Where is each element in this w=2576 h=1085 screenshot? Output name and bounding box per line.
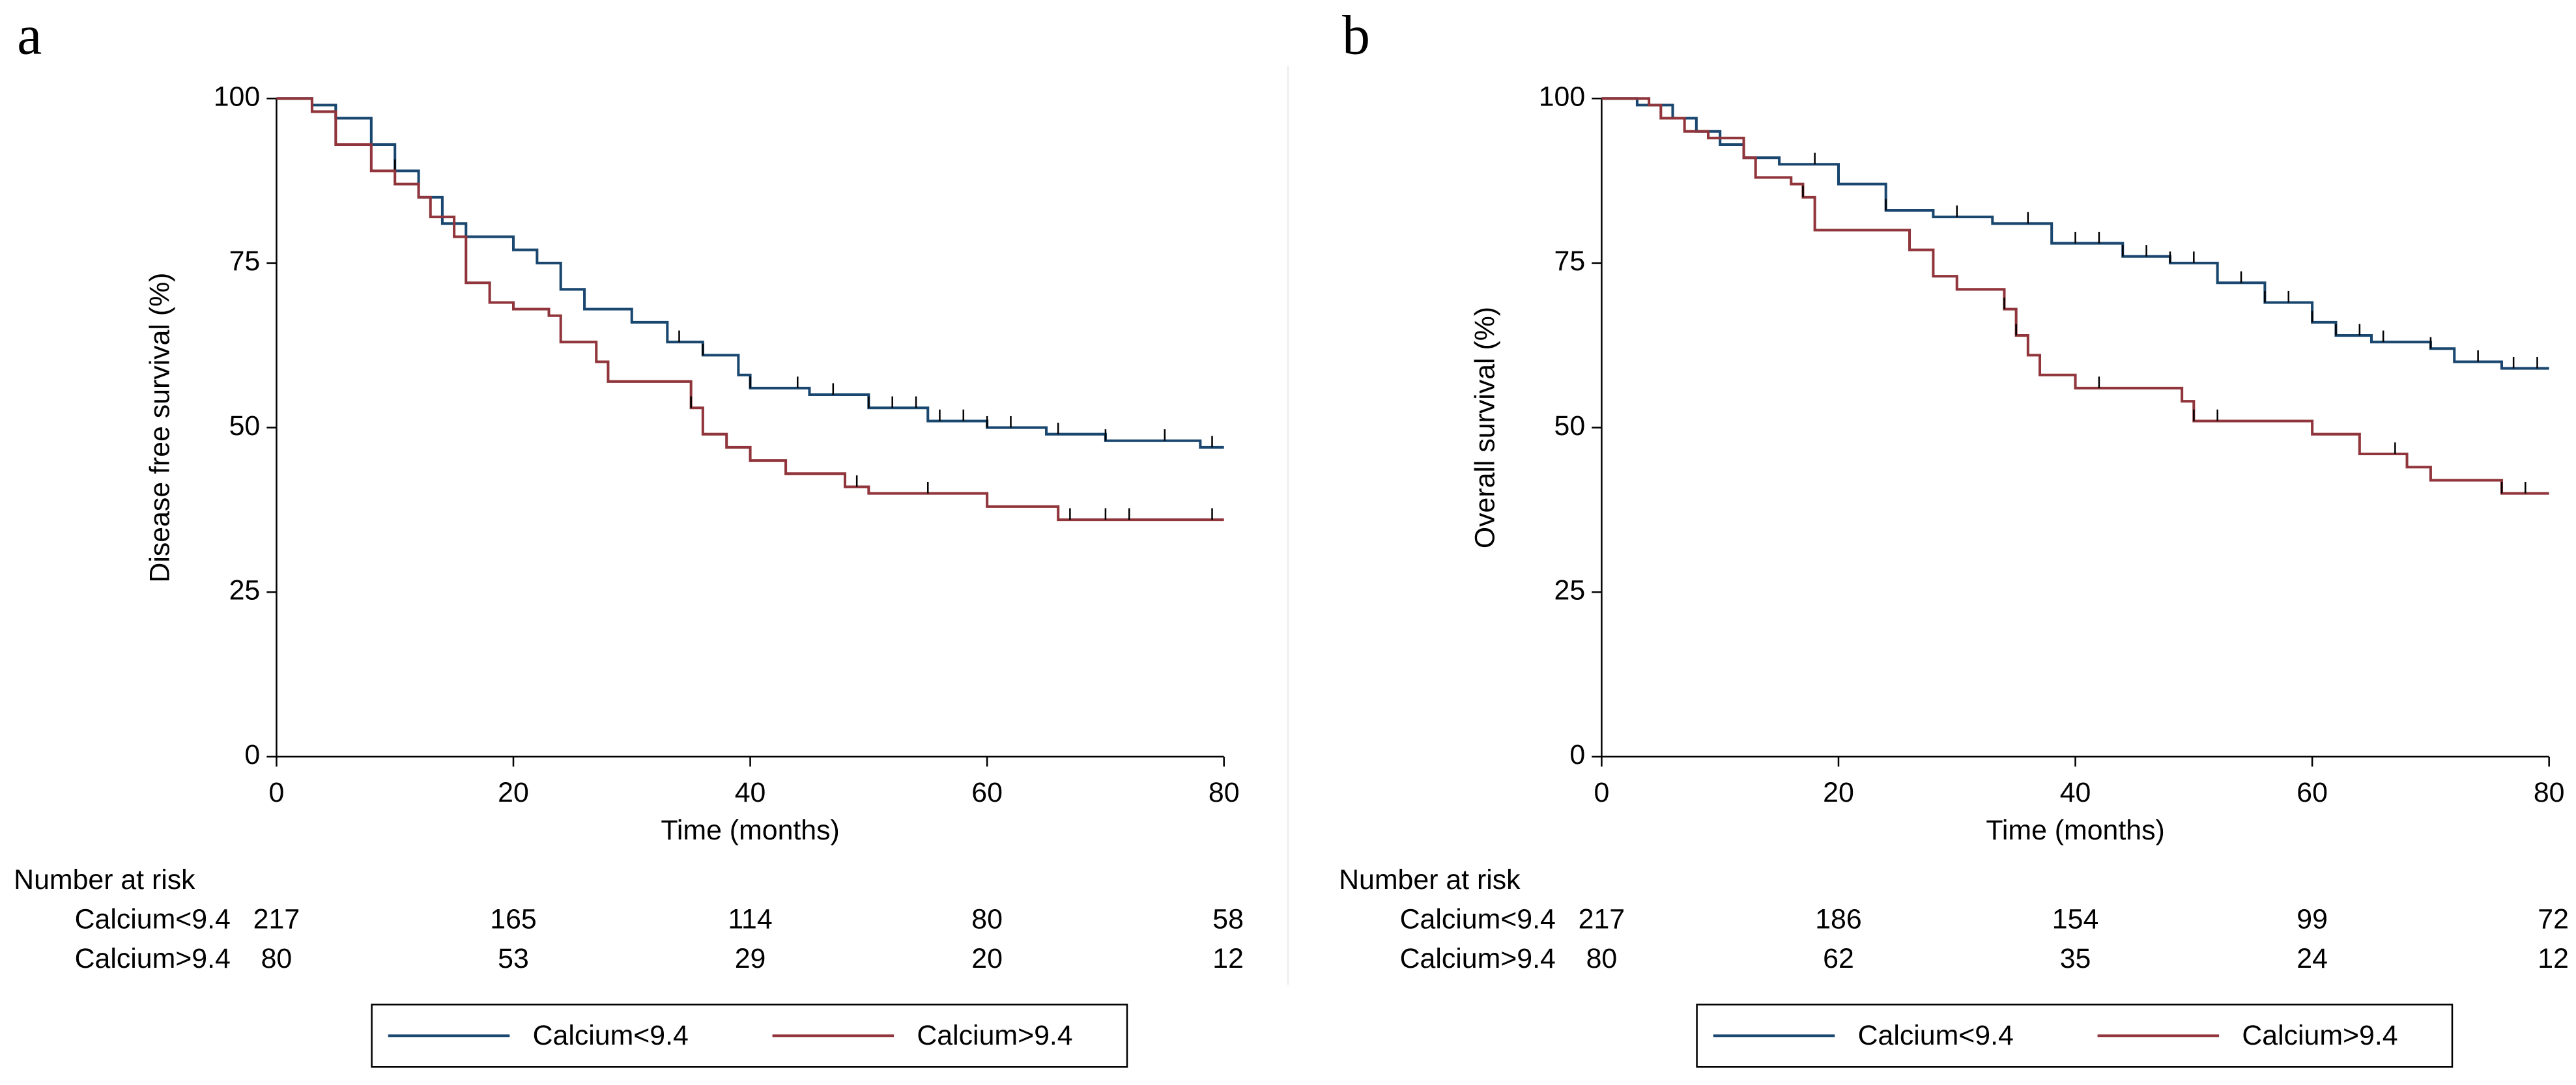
y-tick-label: 75 (229, 246, 261, 277)
risk-value: 114 (728, 903, 772, 935)
risk-value: 165 (490, 903, 536, 935)
risk-value: 12 (2538, 943, 2569, 974)
risk-title: Number at risk (1339, 864, 1521, 895)
y-tick-label: 25 (1554, 575, 1586, 606)
y-axis-label: Disease free survival (%) (144, 273, 175, 583)
risk-title: Number at risk (14, 864, 195, 895)
risk-value: 186 (1815, 903, 1861, 935)
risk-value: 53 (498, 943, 529, 974)
x-axis-label: Time (months) (661, 815, 839, 846)
y-tick-label: 50 (1554, 410, 1586, 442)
x-tick-label: 20 (1823, 777, 1854, 808)
y-tick-label: 50 (229, 410, 261, 442)
risk-value: 217 (253, 903, 300, 935)
risk-row-label: Calcium<9.4 (1400, 903, 1556, 935)
y-tick-label: 100 (1539, 81, 1585, 113)
risk-value: 72 (2538, 903, 2569, 935)
legend-label: Calcium<9.4 (1858, 1020, 2014, 1051)
x-tick-label: 80 (1209, 777, 1240, 808)
survival-curve (276, 97, 1224, 522)
survival-curve (1601, 97, 2549, 370)
risk-value: 99 (2297, 903, 2328, 935)
legend-label: Calcium>9.4 (2242, 1020, 2397, 1051)
risk-value: 24 (2297, 943, 2328, 974)
risk-value: 80 (261, 943, 293, 974)
x-tick-label: 60 (971, 777, 1003, 808)
x-tick-label: 40 (2060, 777, 2091, 808)
risk-value: 154 (2052, 903, 2098, 935)
x-tick-label: 80 (2534, 777, 2565, 808)
legend-label: Calcium>9.4 (917, 1020, 1072, 1051)
y-tick-label: 100 (214, 81, 260, 113)
x-tick-label: 20 (498, 777, 529, 808)
x-axis-label: Time (months) (1986, 815, 2164, 846)
risk-row-label: Calcium<9.4 (75, 903, 231, 935)
risk-row-label: Calcium>9.4 (1400, 943, 1556, 974)
x-tick-label: 40 (735, 777, 766, 808)
y-tick-label: 25 (229, 575, 261, 606)
y-tick-label: 75 (1554, 246, 1586, 277)
panel-label: a (17, 5, 42, 66)
risk-value: 35 (2060, 943, 2091, 974)
risk-value: 80 (971, 903, 1003, 935)
y-tick-label: 0 (1569, 739, 1585, 770)
survival-curve (1601, 97, 2549, 495)
risk-value: 12 (1212, 943, 1244, 974)
risk-value: 217 (1579, 903, 1625, 935)
y-tick-label: 0 (244, 739, 260, 770)
risk-value: 58 (1212, 903, 1244, 935)
legend-label: Calcium<9.4 (533, 1020, 689, 1051)
x-tick-label: 0 (1594, 777, 1609, 808)
risk-value: 80 (1586, 943, 1618, 974)
risk-row-label: Calcium>9.4 (75, 943, 231, 974)
risk-value: 62 (1823, 943, 1854, 974)
x-tick-label: 60 (2297, 777, 2328, 808)
y-axis-label: Overall survival (%) (1469, 307, 1500, 548)
risk-value: 29 (735, 943, 766, 974)
risk-value: 20 (971, 943, 1003, 974)
x-tick-label: 0 (269, 777, 285, 808)
survival-curve (276, 97, 1224, 449)
panel-label: b (1342, 5, 1370, 66)
